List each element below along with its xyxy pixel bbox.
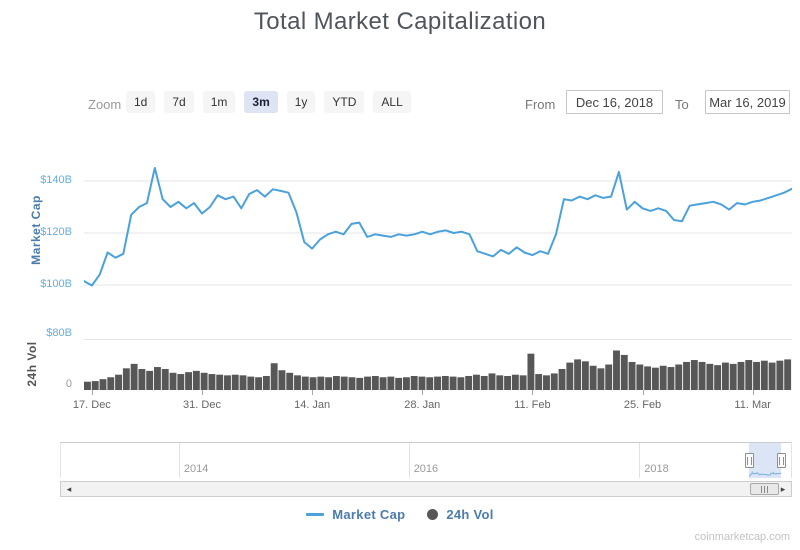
- zoom-button-group: 1d 7d 1m 3m 1y YTD ALL: [126, 91, 411, 113]
- scrollbar-thumb[interactable]: [750, 483, 780, 495]
- navigator-year-label: 2014: [183, 463, 209, 475]
- x-axis-label: 17. Dec: [72, 399, 111, 411]
- navigator-gridline: [408, 443, 410, 478]
- x-axis-label: 14. Jan: [294, 399, 331, 411]
- x-axis: 17. Dec 31. Dec 14. Jan 28. Jan 11. Feb 25. F…: [73, 389, 792, 415]
- vol-axis-title: 24h Vol: [25, 341, 39, 387]
- y-axis-tick-120b: $120B: [40, 226, 72, 238]
- scrollbar[interactable]: ◂ ▸: [60, 481, 792, 497]
- thumb-grip-icon: [764, 485, 766, 493]
- zoom-button-ytd[interactable]: YTD: [324, 91, 365, 113]
- legend-item-market-cap[interactable]: Market Cap: [306, 507, 405, 522]
- legend-item-24h-vol[interactable]: 24h Vol: [427, 507, 493, 522]
- navigator-gridline: [639, 443, 641, 478]
- handle-grip-icon: [747, 456, 753, 465]
- zoom-label: Zoom: [88, 97, 122, 112]
- zoom-button-1m[interactable]: 1m: [202, 91, 236, 113]
- scrollbar-left-button[interactable]: ◂: [62, 482, 76, 496]
- scrollbar-right-button[interactable]: ▸: [776, 482, 790, 496]
- from-label: From: [525, 97, 556, 112]
- vol-axis-tick-80b: $80B: [46, 327, 72, 339]
- x-axis-tickmark: [642, 390, 644, 395]
- x-axis-label: 28. Jan: [404, 399, 441, 411]
- navigator-selected-range[interactable]: [749, 443, 782, 478]
- zoom-button-3m[interactable]: 3m: [244, 91, 278, 113]
- navigator-year-label: 2016: [413, 463, 439, 475]
- x-axis-tickmark: [532, 390, 534, 395]
- x-axis-label: 11. Feb: [514, 399, 551, 411]
- legend-label: Market Cap: [332, 507, 406, 522]
- navigator-minimap: [749, 470, 782, 477]
- market-cap-chart[interactable]: [84, 140, 792, 312]
- x-axis-tickmark: [91, 390, 93, 395]
- to-date-input[interactable]: [705, 90, 790, 114]
- circle-marker-icon: [427, 509, 439, 520]
- handle-grip-icon: [779, 456, 785, 465]
- vol-axis-tick-0: 0: [65, 378, 72, 390]
- y-axis-tick-140b: $140B: [40, 174, 72, 186]
- x-axis-tickmark: [752, 390, 754, 395]
- to-label: To: [675, 97, 689, 112]
- zoom-button-7d[interactable]: 7d: [164, 91, 194, 113]
- x-axis-tickmark: [422, 390, 424, 395]
- zoom-button-all[interactable]: ALL: [373, 91, 411, 113]
- navigator-handle-right[interactable]: [777, 453, 787, 468]
- x-axis-tickmark: [202, 390, 203, 395]
- legend-label: 24h Vol: [446, 507, 494, 522]
- navigator-year-label: 2018: [644, 463, 669, 475]
- x-axis-label: 25. Feb: [623, 399, 662, 411]
- volume-chart[interactable]: [84, 339, 792, 390]
- market-cap-axis-title: Market Cap: [29, 195, 43, 265]
- right-arrow-icon: ▸: [780, 483, 786, 494]
- zoom-button-1y[interactable]: 1y: [286, 91, 316, 113]
- from-date-input[interactable]: [566, 90, 663, 114]
- page-title: Total Market Capitalization: [253, 8, 547, 35]
- y-axis-tick-100b: $100B: [40, 278, 72, 290]
- x-axis-tickmark: [312, 390, 314, 395]
- legend: Market Cap 24h Vol: [0, 507, 800, 522]
- left-arrow-icon: ◂: [66, 483, 72, 494]
- line-marker-icon: [306, 513, 325, 516]
- navigator-handle-left[interactable]: [745, 453, 755, 468]
- attribution: coinmarketcap.com: [694, 531, 790, 543]
- navigator[interactable]: 2014 2016 2018: [60, 442, 792, 478]
- navigator-gridline: [178, 443, 180, 478]
- zoom-button-1d[interactable]: 1d: [126, 91, 156, 113]
- x-axis-label: 31. Dec: [183, 399, 221, 411]
- x-axis-label: 11. Mar: [734, 399, 771, 411]
